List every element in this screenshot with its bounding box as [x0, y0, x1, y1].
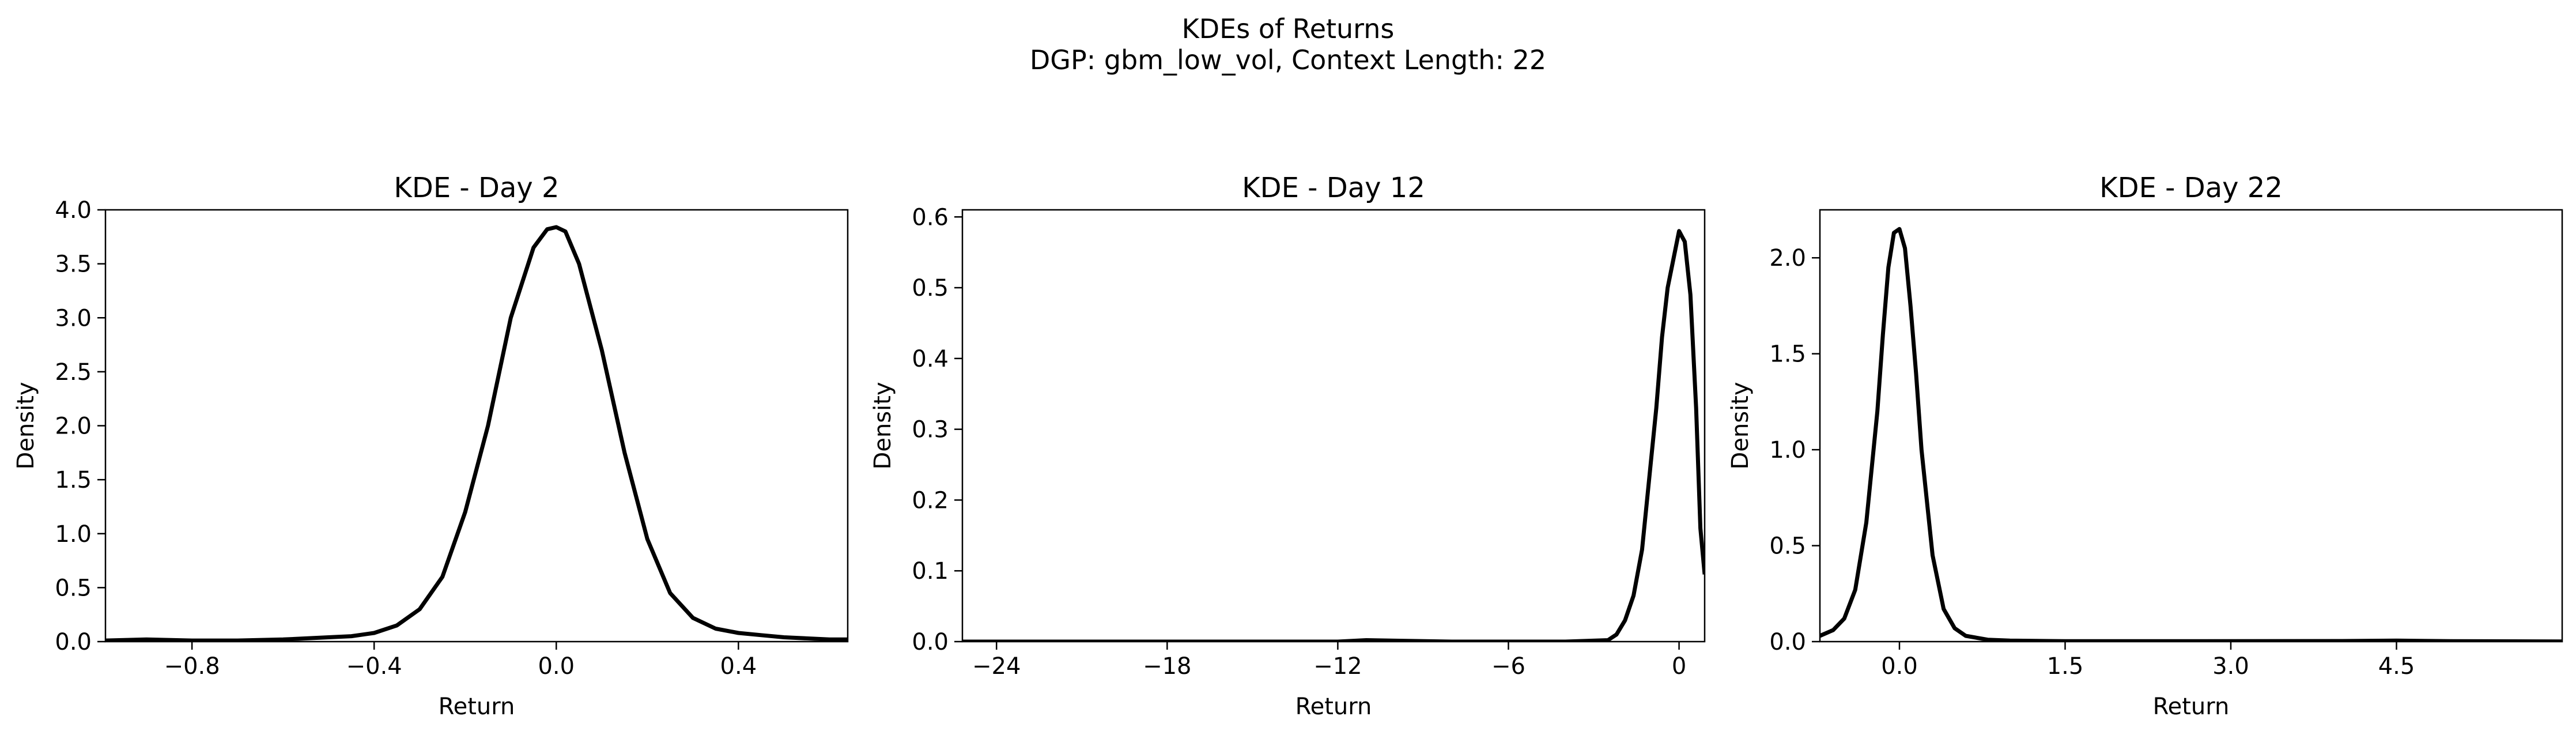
y-tick-label-day-2: 2.5: [55, 359, 92, 386]
axes-frame-day-22: [1819, 209, 2563, 643]
kde-line-day-12: [962, 229, 1705, 642]
y-tick-label-day-22: 2.0: [1769, 245, 1806, 272]
x-tick-label-day-12: −18: [1143, 653, 1191, 680]
kde-line-day-2: [105, 225, 848, 642]
x-tick-label-day-22: 1.5: [2047, 653, 2084, 680]
y-tick-label-day-2: 0.5: [55, 575, 92, 601]
y-tick-label-day-12: 0.6: [912, 204, 949, 231]
axes-frame-day-12: [961, 209, 1706, 643]
y-tick-label-day-2: 1.0: [55, 521, 92, 548]
y-tick-label-day-12: 0.4: [912, 346, 949, 372]
x-tick-label-day-2: 0.0: [538, 653, 575, 680]
y-tick-label-day-22: 1.0: [1769, 437, 1806, 463]
y-tick-label-day-12: 0.1: [912, 558, 949, 585]
y-tick-label-day-22: 1.5: [1769, 341, 1806, 368]
y-axis-label-day-2: Density: [13, 382, 39, 469]
y-tick-label-day-2: 0.0: [55, 629, 92, 655]
x-tick-label-day-2: −0.8: [164, 653, 220, 680]
x-tick-label-day-12: −24: [972, 653, 1021, 680]
x-tick-label-day-2: −0.4: [346, 653, 402, 680]
x-tick-label-day-22: 0.0: [1881, 653, 1918, 680]
x-axis-label-day-2: Return: [439, 693, 515, 720]
x-tick-label-day-12: −6: [1491, 653, 1525, 680]
y-tick-label-day-2: 2.0: [55, 413, 92, 440]
y-tick-label-day-22: 0.5: [1769, 533, 1806, 560]
x-tick-label-day-22: 4.5: [2378, 653, 2415, 680]
panel-title-day-12: KDE - Day 12: [1242, 172, 1425, 204]
x-axis-label-day-12: Return: [1295, 693, 1372, 720]
y-tick-label-day-12: 0.2: [912, 487, 949, 514]
y-tick-label-day-2: 3.5: [55, 251, 92, 278]
y-tick-label-day-12: 0.0: [912, 629, 949, 655]
y-tick-label-day-2: 1.5: [55, 467, 92, 493]
x-tick-label-day-12: −12: [1313, 653, 1362, 680]
figure-subtitle: DGP: gbm_low_vol, Context Length: 22: [1029, 44, 1547, 76]
panel-title-day-22: KDE - Day 22: [2099, 172, 2283, 204]
y-tick-label-day-2: 3.0: [55, 305, 92, 331]
y-tick-label-day-12: 0.5: [912, 275, 949, 301]
x-axis-label-day-22: Return: [2153, 693, 2230, 720]
panel-title-day-2: KDE - Day 2: [394, 172, 559, 204]
y-axis-label-day-22: Density: [1727, 382, 1754, 469]
y-tick-label-day-2: 4.0: [55, 197, 92, 224]
x-tick-label-day-22: 3.0: [2212, 653, 2249, 680]
kde-line-day-22: [1820, 227, 2562, 642]
x-tick-label-day-2: 0.4: [720, 653, 757, 680]
y-axis-label-day-12: Density: [870, 382, 896, 469]
figure-title: KDEs of Returns: [1181, 13, 1395, 44]
x-tick-label-day-12: 0: [1672, 653, 1686, 680]
y-tick-label-day-22: 0.0: [1769, 629, 1806, 655]
y-tick-label-day-12: 0.3: [912, 417, 949, 443]
